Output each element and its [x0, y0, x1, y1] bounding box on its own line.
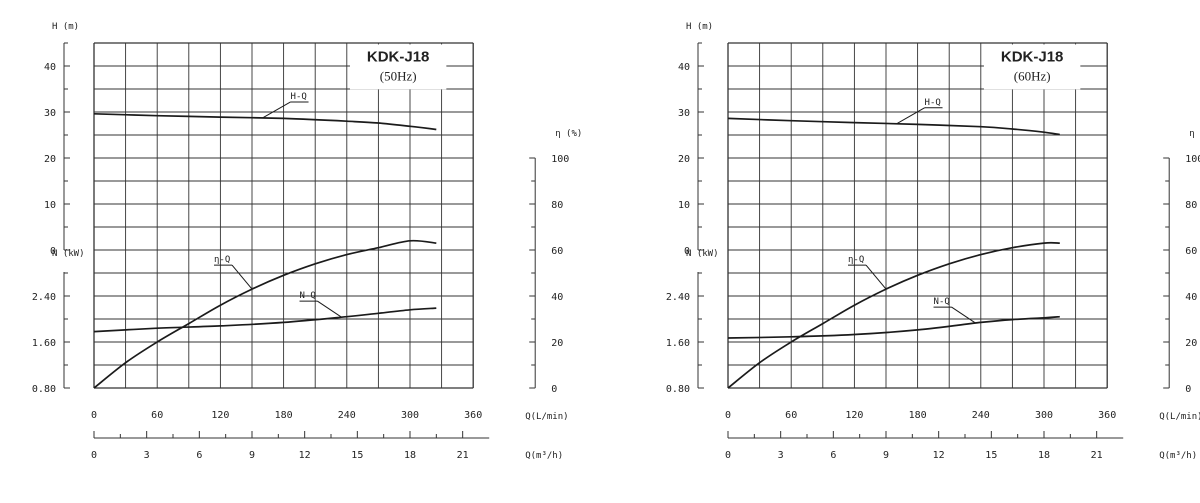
- eta-tick-label: 60: [1185, 246, 1197, 257]
- q-m3h-axis: 0 3 6 9 12 15 18 21 Q(m³/h): [91, 431, 563, 461]
- q-tick-label: 180: [909, 410, 927, 421]
- h-tick-label: 20: [44, 154, 56, 165]
- left-axis: 0 10 20 30 40 H (m) 0.80 1.60 2.40 N (kW): [32, 22, 85, 395]
- q-m3h-tick-label: 6: [830, 450, 836, 461]
- q-m3h-tick-label: 12: [933, 450, 945, 461]
- eta-tick-label: 80: [1185, 200, 1197, 211]
- curves: H-Q N-Q η-Q: [727, 98, 1060, 389]
- q-tick-label: 180: [275, 410, 293, 421]
- n-axis-label: N (kW): [686, 249, 719, 259]
- h-tick-label: 10: [44, 200, 56, 211]
- q-m3h-tick-label: 18: [1038, 450, 1050, 461]
- q-m3h-tick-label: 0: [91, 450, 97, 461]
- q-m3h-tick-label: 9: [883, 450, 889, 461]
- q-m3h-axis-label: Q(m³/h): [525, 451, 563, 461]
- nq-curve-label: N-Q: [934, 297, 950, 307]
- grid: [727, 42, 1108, 389]
- n-tick-label: 2.40: [666, 292, 690, 303]
- q-m3h-axis-label: Q(m³/h): [1159, 451, 1197, 461]
- hq-curve-label: H-Q: [925, 98, 941, 108]
- left-axis: 0 10 20 30 40 H (m) 0.80 1.60 2.40 N (kW): [666, 22, 719, 395]
- q-axis-label: Q(L/min): [1159, 412, 1200, 422]
- q-m3h-tick-label: 15: [351, 450, 363, 461]
- q-tick-label: 300: [1035, 410, 1053, 421]
- n-tick-label: 0.80: [32, 384, 56, 395]
- q-m3h-axis: 0 3 6 9 12 15 18 21 Q(m³/h): [725, 431, 1197, 461]
- q-m3h-tick-label: 3: [778, 450, 784, 461]
- eta-q-curve: [727, 241, 1060, 389]
- q-m3h-tick-label: 15: [985, 450, 997, 461]
- eta-tick-label: 80: [551, 200, 563, 211]
- q-tick-label: 120: [845, 410, 863, 421]
- h-axis-label: H (m): [52, 22, 79, 32]
- h-axis-label: H (m): [686, 22, 713, 32]
- n-tick-label: 2.40: [32, 292, 56, 303]
- n-tick-label: 0.80: [666, 384, 690, 395]
- eta-tick-label: 40: [1185, 292, 1197, 303]
- curves: H-Q N-Q η-Q: [93, 92, 437, 389]
- q-tick-label: 60: [785, 410, 797, 421]
- q-axis: 0 60 120 180 240 300 360 Q(L/min): [91, 410, 569, 422]
- q-m3h-tick-label: 9: [249, 450, 255, 461]
- hq-curve: [93, 112, 437, 131]
- q-m3h-tick-label: 12: [299, 450, 311, 461]
- q-m3h-tick-label: 21: [457, 450, 469, 461]
- h-tick-label: 40: [44, 62, 56, 73]
- q-m3h-tick-label: 18: [404, 450, 416, 461]
- q-tick-label: 60: [151, 410, 163, 421]
- chart-subtitle: (60Hz): [1014, 69, 1051, 84]
- q-tick-label: 360: [464, 410, 482, 421]
- q-tick-label: 360: [1098, 410, 1116, 421]
- q-m3h-tick-label: 3: [144, 450, 150, 461]
- eta-axis: 0 20 40 60 80 100 η (%): [529, 129, 582, 395]
- eta-q-curve-label: η-Q: [214, 255, 230, 265]
- q-tick-label: 240: [338, 410, 356, 421]
- nq-curve: [93, 307, 437, 333]
- h-tick-label: 30: [678, 108, 690, 119]
- q-m3h-tick-label: 6: [196, 450, 202, 461]
- h-tick-label: 40: [678, 62, 690, 73]
- eta-tick-label: 0: [1185, 384, 1191, 395]
- eta-tick-label: 100: [1185, 154, 1200, 165]
- n-tick-label: 1.60: [666, 338, 690, 349]
- grid: [93, 42, 474, 389]
- eta-q-curve: [93, 239, 437, 389]
- h-tick-label: 0: [50, 246, 56, 257]
- eta-axis-label: η (%): [1189, 129, 1200, 139]
- q-tick-label: 0: [725, 410, 731, 421]
- chart-title: KDK-J18: [367, 49, 430, 66]
- chart-subtitle: (50Hz): [380, 69, 417, 84]
- hq-curve-label: H-Q: [291, 92, 307, 102]
- nq-curve: [727, 315, 1060, 339]
- n-axis-label: N (kW): [52, 249, 85, 259]
- h-tick-label: 30: [44, 108, 56, 119]
- eta-tick-label: 20: [1185, 338, 1197, 349]
- h-tick-label: 20: [678, 154, 690, 165]
- chart-title: KDK-J18: [1001, 49, 1064, 66]
- q-m3h-tick-label: 21: [1091, 450, 1103, 461]
- q-tick-label: 240: [972, 410, 990, 421]
- h-tick-label: 0: [684, 246, 690, 257]
- q-tick-label: 120: [211, 410, 229, 421]
- eta-tick-label: 100: [551, 154, 569, 165]
- eta-q-curve-label: η-Q: [848, 255, 864, 265]
- n-tick-label: 1.60: [32, 338, 56, 349]
- eta-axis-label: η (%): [555, 129, 582, 139]
- q-m3h-tick-label: 0: [725, 450, 731, 461]
- q-tick-label: 0: [91, 410, 97, 421]
- q-tick-label: 300: [401, 410, 419, 421]
- eta-axis: 0 20 40 60 80 100 η (%): [1163, 129, 1200, 395]
- q-axis: 0 60 120 180 240 300 360 Q(L/min): [725, 410, 1200, 422]
- eta-tick-label: 20: [551, 338, 563, 349]
- h-tick-label: 10: [678, 200, 690, 211]
- eta-tick-label: 0: [551, 384, 557, 395]
- nq-curve-label: N-Q: [300, 291, 316, 301]
- eta-tick-label: 60: [551, 246, 563, 257]
- q-axis-label: Q(L/min): [525, 412, 568, 422]
- eta-tick-label: 40: [551, 292, 563, 303]
- hq-curve: [727, 117, 1060, 136]
